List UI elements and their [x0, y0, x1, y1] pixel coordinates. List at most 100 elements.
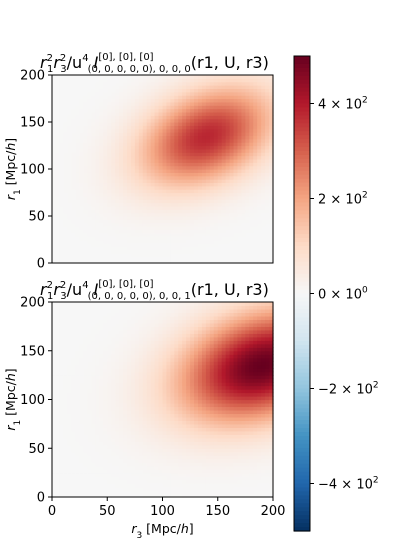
heatmap-cell — [134, 423, 140, 428]
heatmap-cell — [249, 209, 254, 214]
heatmap-cell — [162, 378, 168, 383]
heatmap-cell — [107, 158, 112, 163]
heatmap-cell — [162, 462, 168, 467]
heatmap-cell — [52, 479, 57, 484]
heatmap-cell — [79, 111, 85, 116]
heatmap-cell — [130, 249, 136, 254]
heatmap-cell — [253, 212, 258, 217]
heatmap-cell — [253, 135, 258, 140]
heatmap-cell — [87, 385, 93, 390]
heatmap-cell — [249, 145, 254, 150]
heatmap-cell — [257, 81, 262, 86]
heatmap-cell — [201, 145, 207, 150]
heatmap-cell — [146, 493, 152, 498]
heatmap-cell — [269, 222, 274, 227]
heatmap-cell — [103, 402, 108, 408]
heatmap-cell — [75, 195, 81, 200]
heatmap-cell — [142, 364, 148, 369]
heatmap-cell — [119, 122, 124, 126]
heatmap-cell — [190, 219, 195, 224]
heatmap-cell — [59, 175, 65, 180]
heatmap-cell — [130, 242, 136, 247]
heatmap-cell — [269, 179, 274, 184]
heatmap-cell — [63, 402, 69, 408]
heatmap-cell — [107, 385, 112, 390]
heatmap-cell — [71, 199, 77, 204]
heatmap-cell — [225, 195, 231, 200]
heatmap-cell — [142, 302, 148, 307]
heatmap-cell — [154, 142, 160, 147]
heatmap-cell — [52, 472, 57, 477]
heatmap-cell — [194, 249, 199, 254]
heatmap-cell — [67, 441, 73, 446]
heatmap-cell — [174, 222, 179, 227]
heatmap-cell — [162, 423, 168, 428]
heatmap-cell — [115, 246, 120, 251]
heatmap-cell — [67, 437, 73, 442]
heatmap-cell — [186, 78, 191, 83]
heatmap-cell — [154, 368, 160, 373]
heatmap-cell — [150, 451, 156, 456]
heatmap-cell — [91, 111, 97, 116]
heatmap-cell — [269, 212, 274, 217]
heatmap-cell — [229, 195, 235, 200]
heatmap-cell — [198, 75, 203, 79]
heatmap-cell — [103, 256, 108, 261]
heatmap-cell — [55, 111, 61, 116]
heatmap-cell — [170, 246, 175, 251]
heatmap-cell — [95, 179, 100, 184]
heatmap-cell — [170, 364, 175, 369]
heatmap-cell — [249, 81, 254, 86]
heatmap-cell — [130, 232, 136, 237]
heatmap-cell — [158, 138, 164, 143]
heatmap-cell — [209, 108, 215, 113]
heatmap-cell — [241, 85, 246, 90]
heatmap-cell — [194, 212, 199, 217]
heatmap-cell — [166, 354, 171, 359]
heatmap-cell — [229, 85, 235, 90]
heatmap-cell — [213, 259, 219, 264]
heatmap-cell — [95, 91, 100, 96]
heatmap-cell — [265, 128, 270, 133]
heatmap-cell — [162, 340, 168, 345]
heatmap-cell — [154, 350, 160, 355]
heatmap-cell — [261, 199, 266, 204]
heatmap-cell — [67, 476, 73, 481]
heatmap-cell — [198, 85, 203, 90]
heatmap-cell — [154, 420, 160, 425]
heatmap-cell — [178, 169, 183, 173]
heatmap-cell — [198, 202, 203, 207]
heatmap-cell — [107, 111, 112, 116]
heatmap-cell — [95, 483, 100, 488]
heatmap-cell — [237, 229, 243, 234]
heatmap-cell — [95, 165, 100, 170]
heatmap-cell — [91, 375, 97, 380]
heatmap-cell — [103, 302, 108, 307]
heatmap-cell — [126, 476, 132, 481]
heatmap-cell — [166, 195, 171, 200]
heatmap-cell — [99, 132, 104, 137]
heatmap-cell — [75, 236, 81, 241]
heatmap-cell — [91, 122, 97, 126]
heatmap-cell — [59, 361, 65, 366]
heatmap-cell — [154, 246, 160, 251]
heatmap-cell — [55, 135, 61, 140]
heatmap-cell — [126, 312, 132, 317]
heatmap-cell — [229, 88, 235, 93]
heatmap-cell — [75, 385, 81, 390]
heatmap-cell — [158, 315, 164, 321]
heatmap-cell — [79, 118, 85, 123]
heatmap-cell — [83, 308, 89, 314]
heatmap-cell — [83, 322, 89, 327]
heatmap-cell — [162, 434, 168, 439]
heatmap-cell — [166, 423, 171, 428]
heatmap-cell — [71, 406, 77, 411]
heatmap-cell — [182, 162, 187, 167]
heatmap-cell — [174, 437, 179, 442]
heatmap-cell — [52, 375, 57, 380]
heatmap-cell — [241, 239, 246, 244]
heatmap-cell — [67, 389, 73, 394]
heatmap-cell — [111, 319, 116, 324]
heatmap-cell — [158, 189, 164, 194]
heatmap-cell — [158, 78, 164, 83]
